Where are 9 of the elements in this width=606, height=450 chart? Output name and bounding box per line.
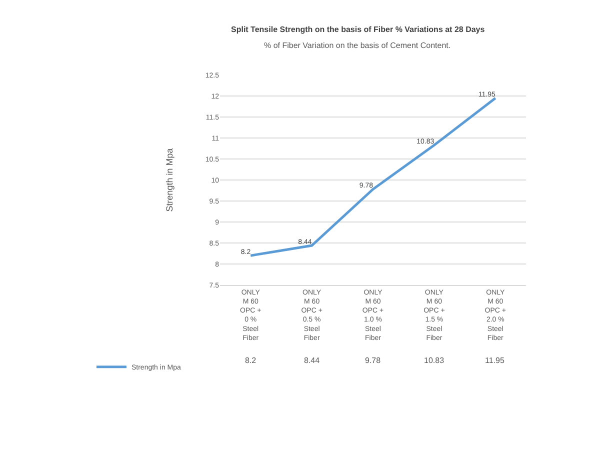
text: 9.78 — [365, 356, 382, 365]
y-axis-title: Strength in Mpa — [164, 148, 175, 212]
text: 8.44 — [304, 356, 320, 365]
text: 8.2 — [245, 356, 257, 365]
text: 10.83 — [424, 356, 445, 365]
chart-title: Split Tensile Strength on the basis of Fiber % Variations at 28 Days — [231, 25, 486, 34]
text: 11.95 — [485, 356, 505, 365]
chart-subtitle: % of Fiber Variation on the basis of Cement Content. — [264, 41, 451, 50]
line-series — [249, 96, 497, 257]
